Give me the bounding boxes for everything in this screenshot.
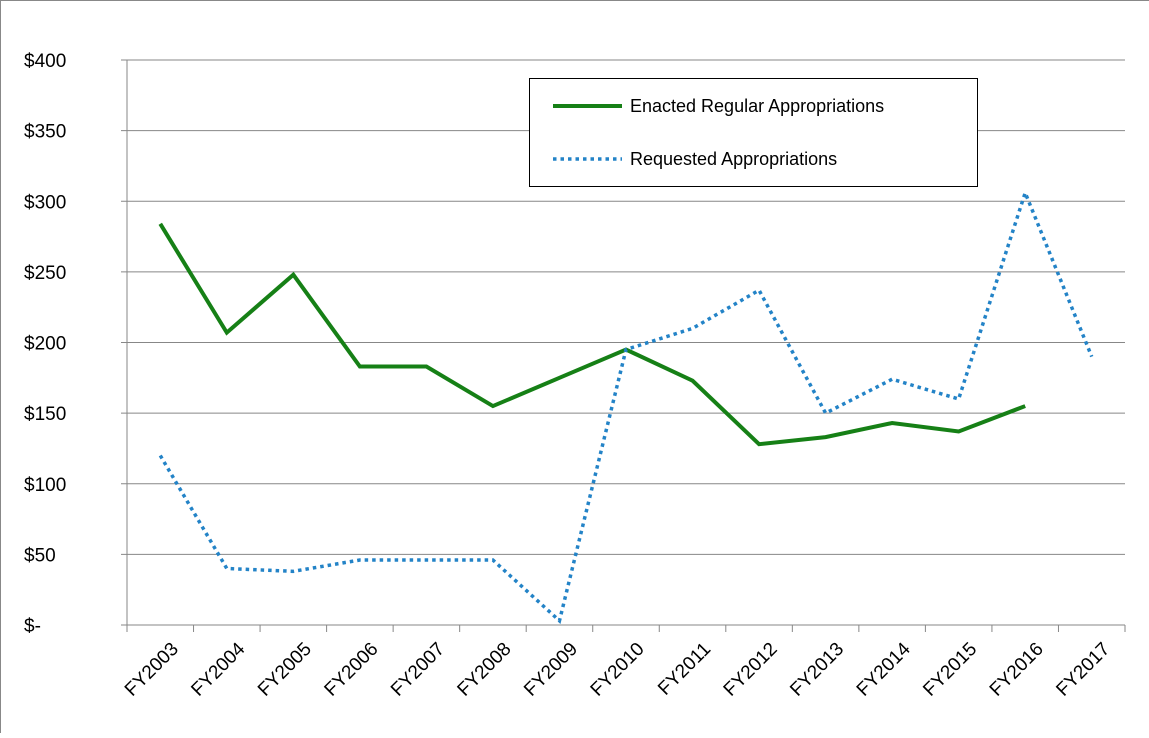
legend: Enacted Regular Appropriations Requested … (530, 79, 978, 187)
y-tick-label: $300 (24, 192, 66, 213)
y-tick-label: $- (24, 616, 41, 637)
legend-label: Enacted Regular Appropriations (630, 96, 884, 116)
y-tick-label: $200 (24, 334, 66, 355)
y-tick-label: $150 (24, 404, 66, 425)
y-tick-label: $250 (24, 263, 66, 284)
legend-label: Requested Appropriations (630, 149, 837, 169)
y-tick-label: $350 (24, 122, 66, 143)
y-tick-label: $100 (24, 475, 66, 496)
y-tick-label: $50 (24, 545, 56, 566)
legend-box (530, 79, 978, 187)
y-tick-label: $400 (24, 51, 66, 72)
